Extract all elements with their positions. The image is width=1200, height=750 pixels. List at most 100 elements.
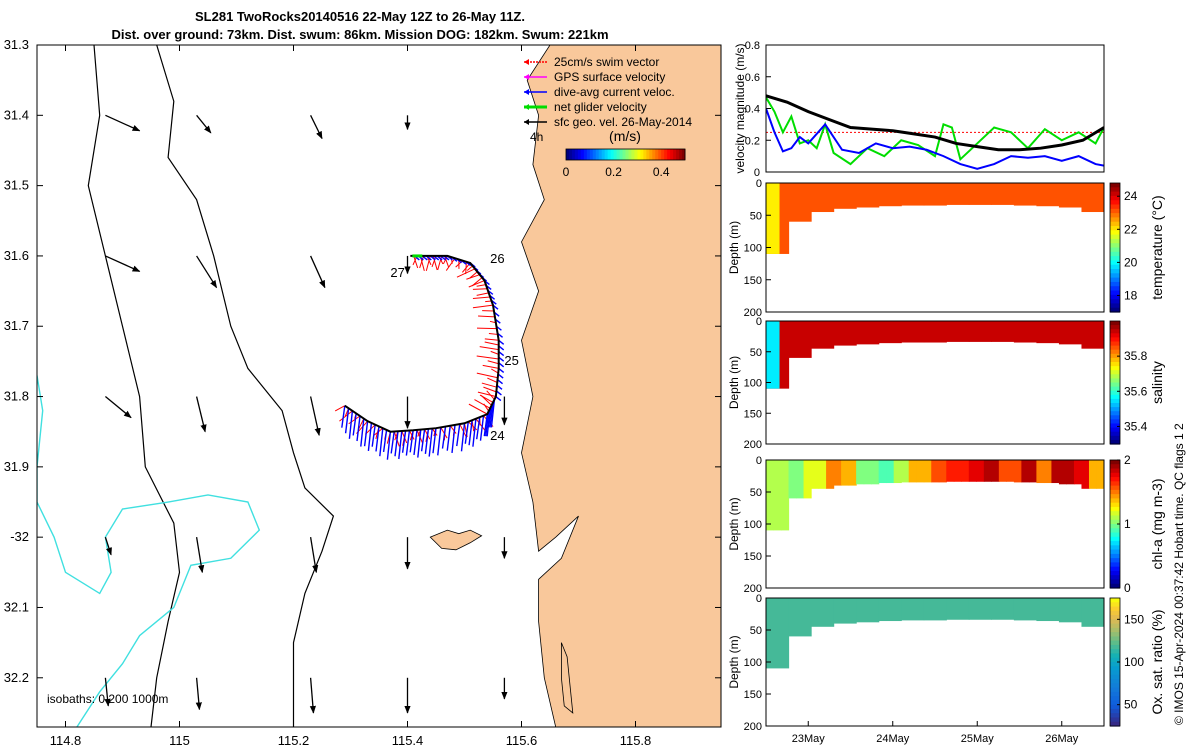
profile-cell: [878, 321, 902, 344]
dive-avg-vector: [344, 408, 350, 434]
dive-avg-vector: [382, 429, 388, 453]
figure-title-line-2: Dist. over ground: 73km. Dist. swum: 86k…: [111, 27, 609, 42]
isobath-caption: isobaths: 0 200 1000m: [47, 692, 168, 706]
swim-vector: [474, 399, 491, 409]
profile-cell: [1058, 460, 1068, 485]
legend-interval-label: 4h: [530, 130, 543, 144]
colorbar-segment: [1110, 251, 1120, 257]
profile-cell: [1058, 321, 1083, 345]
colorbar-segment: [1110, 575, 1120, 581]
colorbar-segment: [649, 149, 653, 160]
isobath-1000m: [37, 375, 261, 727]
colorbar-segment: [1110, 370, 1120, 375]
profile-cell: [1081, 321, 1104, 349]
profile-cell: [923, 460, 932, 483]
colorbar-segment: [566, 149, 570, 160]
profile-cell: [878, 598, 902, 622]
colorbar-segment: [1110, 653, 1120, 659]
colorbar-segment: [1110, 269, 1120, 274]
dive-avg-vector: [394, 431, 399, 457]
dive-avg-vector: [390, 431, 395, 454]
profile-cell: [878, 460, 887, 484]
colorbar-segment: [1110, 345, 1120, 351]
profile-cell: [833, 598, 857, 624]
profile-cell: [811, 460, 820, 489]
depth-tick-label: 0: [756, 593, 762, 605]
colorbar-segment: [679, 149, 683, 160]
profile-cell: [991, 321, 1015, 342]
colorbar-label: temperature (°C): [1149, 195, 1165, 299]
profile-cell: [788, 183, 812, 222]
depth-tick-label: 100: [744, 657, 762, 669]
colorbar-segment: [1110, 191, 1120, 197]
colorbar-segment: [1110, 566, 1120, 572]
profile-cell: [1043, 460, 1053, 484]
colorbar-segment: [1110, 307, 1120, 313]
colorbar-segment: [1110, 562, 1120, 568]
x-tick-label: 115.2: [278, 733, 310, 748]
depth-axis-label: Depth (m): [727, 221, 741, 274]
colorbar-segment: [1110, 419, 1120, 425]
dive-avg-vector: [441, 426, 447, 449]
colorbar-segment: [1110, 230, 1120, 236]
profile-cell: [923, 598, 947, 621]
swim-vector: [472, 296, 491, 300]
colorbar-tick-label: 0.2: [605, 165, 622, 179]
day-label: 27: [390, 265, 404, 280]
profile-cell: [856, 183, 880, 208]
colorbar-segment: [1110, 489, 1120, 495]
day-label: 24: [490, 428, 504, 443]
profile-cell: [886, 460, 895, 484]
colorbar-tick-label: 20: [1124, 255, 1138, 269]
velocity-y-tick-label: 0.6: [745, 72, 760, 84]
colorbar-segment: [1110, 632, 1120, 637]
colorbar-segment: [1110, 541, 1120, 546]
colorbar-segment: [1110, 431, 1120, 437]
colorbar-segment: [1110, 234, 1120, 240]
y-tick-label: 31.8: [4, 389, 29, 404]
swim-vector: [466, 265, 473, 271]
colorbar-segment: [1110, 481, 1120, 487]
profile-cell: [946, 321, 970, 342]
dive-avg-vector: [451, 424, 456, 453]
swim-vector: [487, 377, 498, 383]
colorbar-segment: [1110, 721, 1120, 727]
colorbar-segment: [1110, 708, 1120, 714]
profile-cell: [788, 321, 812, 358]
profile-cell: [766, 460, 775, 531]
profile-cell-nearshore: [766, 321, 780, 389]
dive-avg-vector: [417, 429, 422, 458]
colorbar-segment: [1110, 281, 1120, 287]
depth-tick-label: 0: [756, 178, 762, 190]
colorbar-tick-label: 1: [1124, 517, 1131, 531]
colorbar-segment: [1110, 674, 1120, 680]
x-tick-label: 115.8: [620, 733, 652, 748]
colorbar-segment: [1110, 506, 1120, 512]
profile-cell: [968, 321, 992, 342]
profile-cell: [781, 460, 790, 531]
colorbar-tick-label: 35.6: [1124, 384, 1148, 398]
y-tick-label: 31.9: [4, 459, 29, 474]
colorbar-segment: [1110, 511, 1120, 517]
swim-vector: [491, 368, 499, 374]
colorbar-segment: [1110, 670, 1120, 676]
colorbar-segment: [1110, 460, 1120, 465]
colorbar-segment: [1110, 238, 1120, 244]
colorbar-segment: [1110, 700, 1120, 706]
colorbar-segment: [1110, 353, 1120, 359]
depth-tick-label: 200: [744, 307, 762, 319]
profile-cell: [1036, 598, 1060, 622]
profile-cell: [811, 321, 835, 349]
colorbar-segment: [1110, 200, 1120, 206]
profile-cell: [946, 598, 970, 620]
profile-cell: [968, 598, 992, 620]
colorbar-tick-label: 50: [1124, 698, 1138, 712]
profile-cell: [931, 460, 940, 483]
colorbar-segment: [1110, 558, 1120, 563]
colorbar-segment: [1110, 583, 1120, 589]
panel-colorbar-frame: [1109, 320, 1121, 445]
profile-cell: [1081, 183, 1104, 213]
profile-cell: [1058, 598, 1083, 623]
